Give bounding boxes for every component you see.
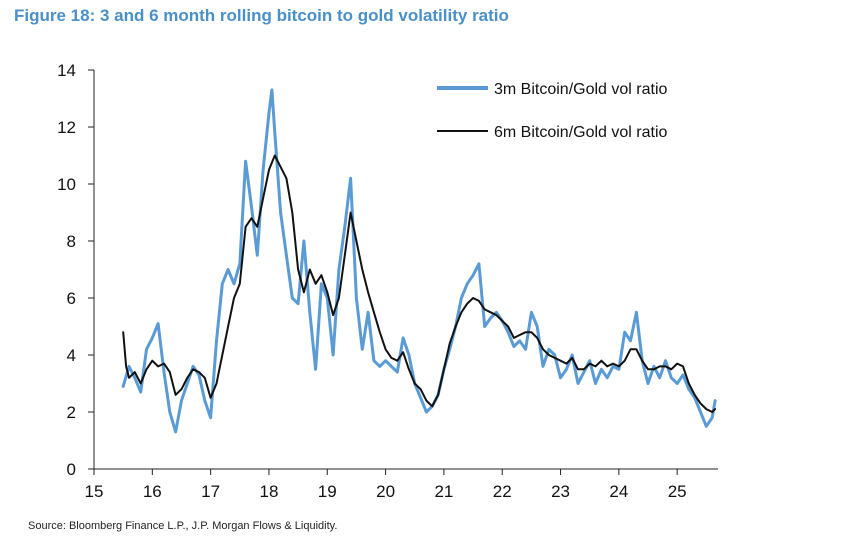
x-tick-label: 16 bbox=[143, 482, 162, 501]
legend: 3m Bitcoin/Gold vol ratio 6m Bitcoin/Gold… bbox=[437, 81, 668, 141]
y-tick-label: 14 bbox=[57, 61, 76, 80]
legend-label-6m: 6m Bitcoin/Gold vol ratio bbox=[494, 124, 668, 141]
x-tick-label: 25 bbox=[668, 482, 687, 501]
x-tick-label: 20 bbox=[376, 482, 395, 501]
plot-lines bbox=[121, 88, 717, 434]
y-tick-label: 2 bbox=[67, 403, 76, 422]
series-line-6m bbox=[122, 154, 717, 413]
x-tick-label: 19 bbox=[318, 482, 337, 501]
y-tick-label: 0 bbox=[67, 460, 76, 479]
x-tick-label: 24 bbox=[609, 482, 628, 501]
y-tick-label: 10 bbox=[57, 175, 76, 194]
series-line-3m bbox=[121, 88, 717, 434]
figure-source: Source: Bloomberg Finance L.P., J.P. Mor… bbox=[28, 520, 338, 532]
figure-title: Figure 18: 3 and 6 month rolling bitcoin… bbox=[14, 6, 509, 25]
x-tick-label: 21 bbox=[434, 482, 453, 501]
y-tick-label: 8 bbox=[67, 232, 76, 251]
y-tick-label: 6 bbox=[67, 289, 76, 308]
x-tick-label: 23 bbox=[551, 482, 570, 501]
x-tick-label: 18 bbox=[259, 482, 278, 501]
y-tick-label: 12 bbox=[57, 118, 76, 137]
x-tick-label: 17 bbox=[201, 482, 220, 501]
y-tick-label: 4 bbox=[67, 346, 76, 365]
legend-label-3m: 3m Bitcoin/Gold vol ratio bbox=[494, 81, 668, 98]
x-tick-label: 22 bbox=[493, 482, 512, 501]
x-tick-label: 15 bbox=[85, 482, 104, 501]
